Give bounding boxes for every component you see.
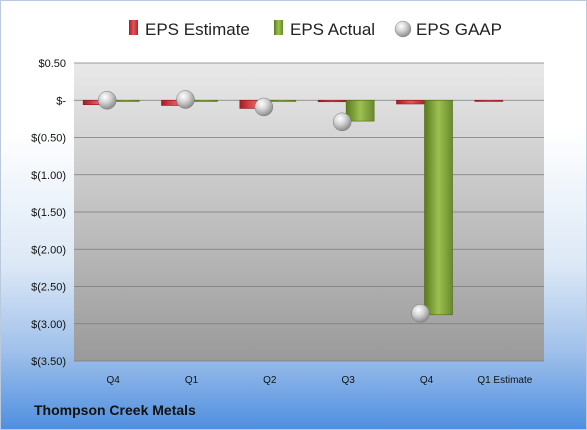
legend-item-eps-actual: EPS Actual bbox=[274, 20, 375, 39]
legend-marker-eps-gaap bbox=[394, 20, 412, 38]
marker-eps-gaap bbox=[332, 112, 352, 132]
y-tick-label: $(0.50) bbox=[31, 133, 66, 145]
x-tick-label: Q4 bbox=[106, 375, 120, 386]
y-tick-label: $- bbox=[56, 95, 66, 107]
bar-eps-actual bbox=[267, 99, 297, 102]
bars bbox=[82, 99, 504, 316]
legend-label-eps-actual: EPS Actual bbox=[290, 20, 375, 39]
legend-item-eps-gaap: EPS GAAP bbox=[394, 20, 502, 39]
y-tick-label: $(2.00) bbox=[31, 244, 66, 256]
legend-swatch-eps-actual bbox=[274, 20, 283, 35]
x-tick-label: Q4 bbox=[420, 375, 434, 386]
bar-eps-estimate bbox=[474, 99, 504, 102]
x-tick-label: Q1 bbox=[185, 375, 199, 386]
y-tick-label: $(2.50) bbox=[31, 282, 66, 294]
marker-eps-gaap bbox=[176, 90, 195, 109]
gridlines bbox=[74, 62, 544, 362]
gaap-markers bbox=[97, 90, 430, 323]
bar-eps-estimate bbox=[396, 99, 425, 105]
legend-label-eps-estimate: EPS Estimate bbox=[145, 20, 250, 39]
legend-item-eps-estimate: EPS Estimate bbox=[129, 20, 250, 39]
bar-eps-actual bbox=[424, 99, 453, 316]
y-tick-label: $(3.50) bbox=[31, 356, 66, 368]
legend: EPS Estimate EPS Actual EPS GAAP bbox=[129, 20, 502, 39]
legend-label-eps-gaap: EPS GAAP bbox=[416, 20, 502, 39]
marker-eps-gaap bbox=[97, 91, 117, 110]
y-tick-label: $0.50 bbox=[38, 58, 66, 70]
y-axis: $0.50 $- $(0.50) $(1.00) $(1.50) $(2.00) $(2.5… bbox=[31, 58, 66, 368]
legend-swatch-eps-estimate bbox=[129, 20, 138, 35]
x-tick-label: Q3 bbox=[341, 375, 355, 386]
bar-eps-estimate bbox=[317, 99, 347, 103]
marker-eps-gaap bbox=[254, 97, 274, 117]
y-tick-label: $(1.00) bbox=[31, 170, 66, 182]
x-tick-label: Q1 Estimate bbox=[477, 375, 532, 386]
company-name: Thompson Creek Metals bbox=[34, 402, 196, 418]
y-tick-label: $(1.50) bbox=[31, 207, 66, 219]
marker-eps-gaap bbox=[411, 304, 430, 323]
bar-eps-actual bbox=[345, 99, 375, 122]
x-tick-label: Q2 bbox=[263, 375, 277, 386]
y-tick-label: $(3.00) bbox=[31, 319, 66, 331]
x-axis: Q4 Q1 Q2 Q3 Q4 Q1 Estimate bbox=[106, 375, 532, 386]
